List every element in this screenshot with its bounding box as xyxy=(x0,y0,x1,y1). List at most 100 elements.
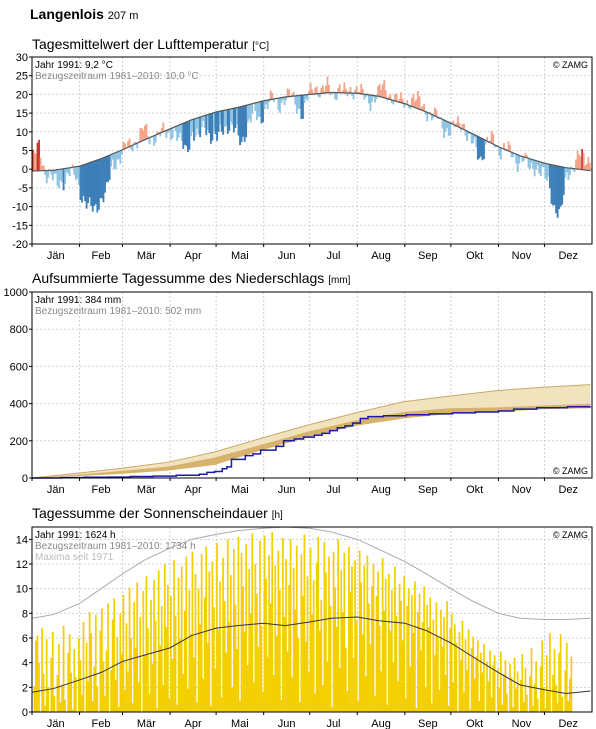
temperature-day-bar xyxy=(133,142,136,145)
temperature-day-bar xyxy=(249,104,252,123)
sunshine-day-bar xyxy=(328,556,330,712)
temperature-day-bar xyxy=(78,166,80,186)
temperature-day-bar xyxy=(441,118,444,129)
precipitation-month-label: Apr xyxy=(185,484,202,496)
sunshine-day-bar xyxy=(323,541,326,712)
sunshine-day-bar xyxy=(185,556,188,712)
temperature-title: Tagesmittelwert der Lufttemperatur [°C] xyxy=(32,36,269,52)
sunshine-day-bar xyxy=(565,642,568,712)
sunshine-day-bar xyxy=(94,614,97,712)
temperature-day-bar xyxy=(297,95,300,109)
sunshine-day-bar xyxy=(41,628,43,712)
temperature-day-bar xyxy=(160,127,163,133)
temperature-day-bar xyxy=(127,140,129,148)
temperature-day-bar xyxy=(547,163,550,177)
sunshine-day-bar xyxy=(397,681,399,712)
temperature-day-bar xyxy=(351,93,353,96)
temperature-day-bar xyxy=(530,159,533,163)
temperature-day-bar xyxy=(225,110,228,126)
temperature-day-bar xyxy=(588,162,591,171)
temperature-day-bar xyxy=(107,156,110,182)
temperature-day-bar xyxy=(561,166,564,205)
sunshine-day-bar xyxy=(249,613,252,712)
temperature-day-bar xyxy=(552,164,554,206)
temperature-day-bar xyxy=(506,149,508,150)
sunshine-day-bar xyxy=(473,678,476,712)
sunshine-month-label: Mai xyxy=(231,718,249,729)
sunshine-day-bar xyxy=(475,656,478,712)
temperature-plot xyxy=(31,57,593,244)
temperature-month-label: Dez xyxy=(558,250,578,262)
temperature-day-bar xyxy=(521,156,524,163)
sunshine-day-bar xyxy=(285,559,287,712)
sunshine-day-bar xyxy=(263,535,266,712)
temperature-day-bar xyxy=(265,100,268,105)
sunshine-day-bar xyxy=(242,586,244,712)
temperature-day-bar xyxy=(509,145,511,152)
precipitation-normal-line xyxy=(31,384,591,479)
sunshine-day-bar xyxy=(160,605,163,712)
sunshine-day-bar xyxy=(213,607,215,712)
temperature-day-bar xyxy=(320,87,323,94)
sunshine-day-bar xyxy=(114,679,117,712)
sunshine-day-bar xyxy=(147,628,149,712)
temperature-legend-year: Jahr 1991: 9,2 °C xyxy=(35,60,113,71)
temperature-day-bar xyxy=(401,98,404,103)
sunshine-day-bar xyxy=(256,593,258,712)
sunshine-day-bar xyxy=(318,630,321,712)
sunshine-day-bar xyxy=(371,586,373,712)
temperature-month-label: Aug xyxy=(371,250,391,262)
sunshine-day-bar xyxy=(435,602,438,712)
sunshine-day-bar xyxy=(317,536,320,712)
temperature-day-bar xyxy=(372,95,375,98)
sunshine-day-bar xyxy=(466,670,468,712)
sunshine-day-bar xyxy=(526,694,528,712)
sunshine-day-bar xyxy=(71,709,74,712)
temperature-day-bar xyxy=(51,170,54,181)
sunshine-day-bar xyxy=(418,593,421,712)
sunshine-day-bar xyxy=(410,594,413,712)
temperature-month-label: Mai xyxy=(231,250,249,262)
sunshine-day-bar xyxy=(36,635,39,712)
sunshine-day-bar xyxy=(558,652,560,712)
sunshine-day-bar xyxy=(90,633,93,712)
sunshine-day-bar xyxy=(240,552,243,712)
temperature-day-bar xyxy=(536,160,539,166)
temperature-day-bar xyxy=(186,121,189,152)
temperature-day-bar xyxy=(486,136,488,141)
temperature-day-bar xyxy=(549,164,551,189)
sunshine-day-bar xyxy=(532,705,534,712)
sunshine-day-bar xyxy=(280,699,283,712)
sunshine-day-bar xyxy=(217,629,220,712)
sunshine-day-bar xyxy=(536,698,539,712)
precipitation-band-upper xyxy=(32,384,591,478)
sunshine-day-bar xyxy=(312,580,315,712)
precipitation-frame xyxy=(31,291,593,479)
sunshine-day-bar xyxy=(375,596,378,712)
temperature-day-bar xyxy=(314,87,317,94)
sunshine-day-bar xyxy=(438,689,441,712)
temperature-day-bar xyxy=(113,153,116,169)
temperature-day-bar xyxy=(394,94,396,101)
sunshine-day-bar xyxy=(561,697,564,712)
temperature-day-bar xyxy=(357,92,360,94)
temperature-day-bar xyxy=(140,128,143,142)
sunshine-day-bar xyxy=(470,647,473,712)
temperature-day-bar xyxy=(386,98,389,101)
temperature-day-bar xyxy=(33,152,36,172)
temperature-day-bar xyxy=(88,163,91,198)
temperature-day-bar xyxy=(279,98,281,113)
sunshine-day-bar xyxy=(503,673,505,712)
temperature-day-bar xyxy=(420,107,422,110)
temperature-day-bar xyxy=(400,92,403,103)
temperature-day-bar xyxy=(522,156,525,161)
temperature-day-bar xyxy=(91,161,94,212)
sunshine-day-bar xyxy=(137,682,140,712)
sunshine-day-bar xyxy=(493,655,496,712)
sunshine-title: Tagessumme der Sonnenscheindauer [h] xyxy=(32,505,283,521)
temperature-day-bar xyxy=(90,162,93,207)
temperature-day-bar xyxy=(223,110,226,128)
temperature-day-bar xyxy=(407,104,410,108)
temperature-day-bar xyxy=(512,152,515,158)
sunshine-month-label: Aug xyxy=(371,718,391,729)
